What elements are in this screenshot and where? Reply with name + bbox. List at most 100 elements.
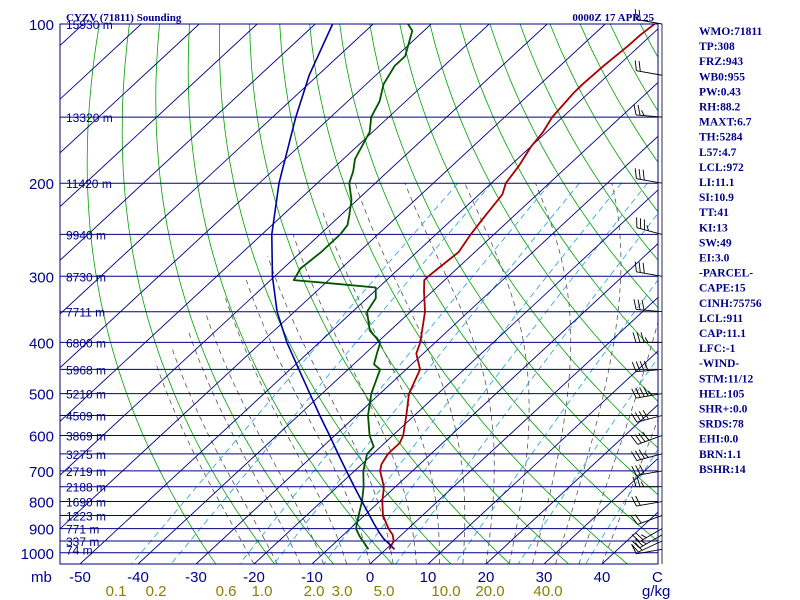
wind-barb-staff: [636, 19, 663, 25]
sounding-index: CAPE:15: [699, 283, 746, 295]
moist-adiabat-line: [225, 298, 348, 564]
wind-barb-feather: [637, 299, 641, 310]
wind-barb-feather: [643, 386, 649, 397]
sounding-index: STM:11/12: [699, 373, 754, 385]
mixing-ratio-tick-label: 0.2: [146, 583, 167, 600]
mixing-ratio-tick-label: 10.0: [431, 583, 460, 600]
temperature-tick-label: -40: [127, 569, 149, 586]
sounding-traces: [270, 24, 656, 550]
height-label: 13320 m: [66, 111, 113, 125]
wind-barb-feather: [637, 104, 641, 116]
dry-adiabat-line: [579, 24, 658, 163]
temperature-tick-label: 30: [536, 569, 553, 586]
temperature-tick-label: 20: [478, 569, 495, 586]
dry-adiabat-line: [86, 24, 217, 564]
isotherm-line: [485, 404, 658, 564]
moist-adiabat-line: [555, 183, 622, 564]
wind-barb-feather: [634, 538, 644, 547]
pressure-tick-label: 100: [29, 17, 54, 34]
sounding-index: EI:3.0: [699, 253, 730, 265]
wind-barb: [631, 409, 663, 423]
wind-barb-feather: [643, 360, 649, 371]
wind-barb-feather: [640, 481, 645, 487]
sounding-index: LFC:-1: [699, 343, 736, 355]
moist-adiabat-line: [245, 279, 371, 564]
wind-barb: [630, 431, 663, 445]
isotherm-line: [253, 189, 658, 564]
sounding-index: LCL:911: [699, 313, 743, 325]
sounding-index: TT:41: [699, 207, 729, 219]
wind-barb-feather: [647, 390, 653, 396]
sounding-index: LCL:972: [699, 162, 744, 174]
wind-barb-feather: [631, 388, 637, 399]
height-label: 7711 m: [66, 306, 105, 320]
sounding-index: RH:88.2: [699, 102, 740, 114]
chart-title: CYZV (71811) Sounding: [66, 12, 182, 24]
sounding-index: CAP:11.1: [699, 328, 746, 340]
height-label: 5210 m: [66, 388, 106, 402]
wind-barb-feather: [634, 532, 644, 540]
isotherm-line: [60, 24, 258, 208]
temperature-unit-label: C: [652, 569, 663, 586]
moist-adiabat-line: [464, 183, 530, 564]
dry-adiabat-line: [369, 24, 658, 496]
wind-barb-feather: [631, 543, 639, 553]
pressure-tick-label: 900: [29, 522, 54, 539]
isotherm-line: [369, 296, 658, 564]
temperature-tick-label: 10: [420, 569, 437, 586]
wind-barb-feather: [642, 431, 650, 441]
mixing-ratio-tick-label: 5.0: [374, 583, 395, 600]
wind-barb-feather: [635, 387, 641, 398]
isotherm-line: [543, 457, 658, 564]
height-label: 11420 m: [66, 177, 112, 191]
mixing-ratio-line: [170, 182, 493, 564]
sounding-index: SHR+:0.0: [699, 404, 748, 416]
temperature-tick-label: 40: [594, 569, 611, 586]
wind-barb-feather: [634, 168, 637, 179]
chart-valid-time: 0000Z 17 APR 25: [572, 12, 654, 24]
indices-panel: WMO:71811 TP:308 FRZ:943 WB0:955 PW:0.43 RH:8…: [699, 26, 762, 476]
dry-adiabat-line: [121, 24, 275, 564]
mixing-ratio-line: [273, 182, 580, 564]
sounding-index: SW:49: [699, 237, 732, 249]
sounding-index: EHI:0.0: [699, 434, 739, 446]
mixing-ratio-tick-label: 1.0: [252, 583, 273, 600]
sounding-index: PW:0.43: [699, 86, 741, 98]
isotherm-line: [60, 24, 490, 423]
sounding-index: MAXT:6.7: [699, 117, 752, 129]
wind-barb-staff: [639, 528, 663, 542]
mixing-ratio-tick-label: 0.1: [106, 583, 127, 600]
height-label: 6800 m: [66, 336, 106, 350]
wind-barb-feather: [634, 434, 642, 444]
dry-adiabat-line: [549, 24, 658, 213]
wind-barb-feather: [634, 514, 642, 524]
wind-barb-feather: [631, 534, 640, 542]
isotherm-line: [79, 28, 658, 564]
dry-adiabat-line: [187, 24, 393, 564]
parcel-trace: [270, 24, 396, 550]
temperature-tick-label: 0: [366, 569, 374, 586]
mixing-ratio-unit-label: g/kg: [642, 583, 670, 600]
wind-barb-feather: [639, 361, 645, 372]
dry-adiabat-line: [279, 24, 569, 564]
sounding-index: BRN:1.1: [699, 449, 742, 461]
isotherm-line: [60, 24, 200, 154]
wind-barb-feather: [639, 464, 645, 475]
wind-barb-feather: [634, 9, 637, 20]
isotherm-line: [0, 24, 25, 564]
wind-barb-feather: [641, 540, 647, 545]
dewpoint-trace: [292, 24, 414, 550]
dry-adiabat-line: [155, 24, 334, 564]
temperature-trace: [379, 24, 656, 550]
wind-barb-feather: [632, 476, 637, 487]
mixing-ratio-tick-label: 2.0: [304, 583, 325, 600]
height-label: 3275 m: [66, 448, 106, 462]
moist-adiabat-line: [171, 347, 278, 564]
wind-barb-feather: [642, 262, 645, 274]
sounding-index: LI:11.1: [699, 177, 735, 189]
sounding-index: SRDS:78: [699, 419, 744, 431]
mixing-ratio-line: [354, 182, 648, 564]
height-label: 2719 m: [66, 465, 106, 479]
wind-barb: [631, 449, 663, 462]
